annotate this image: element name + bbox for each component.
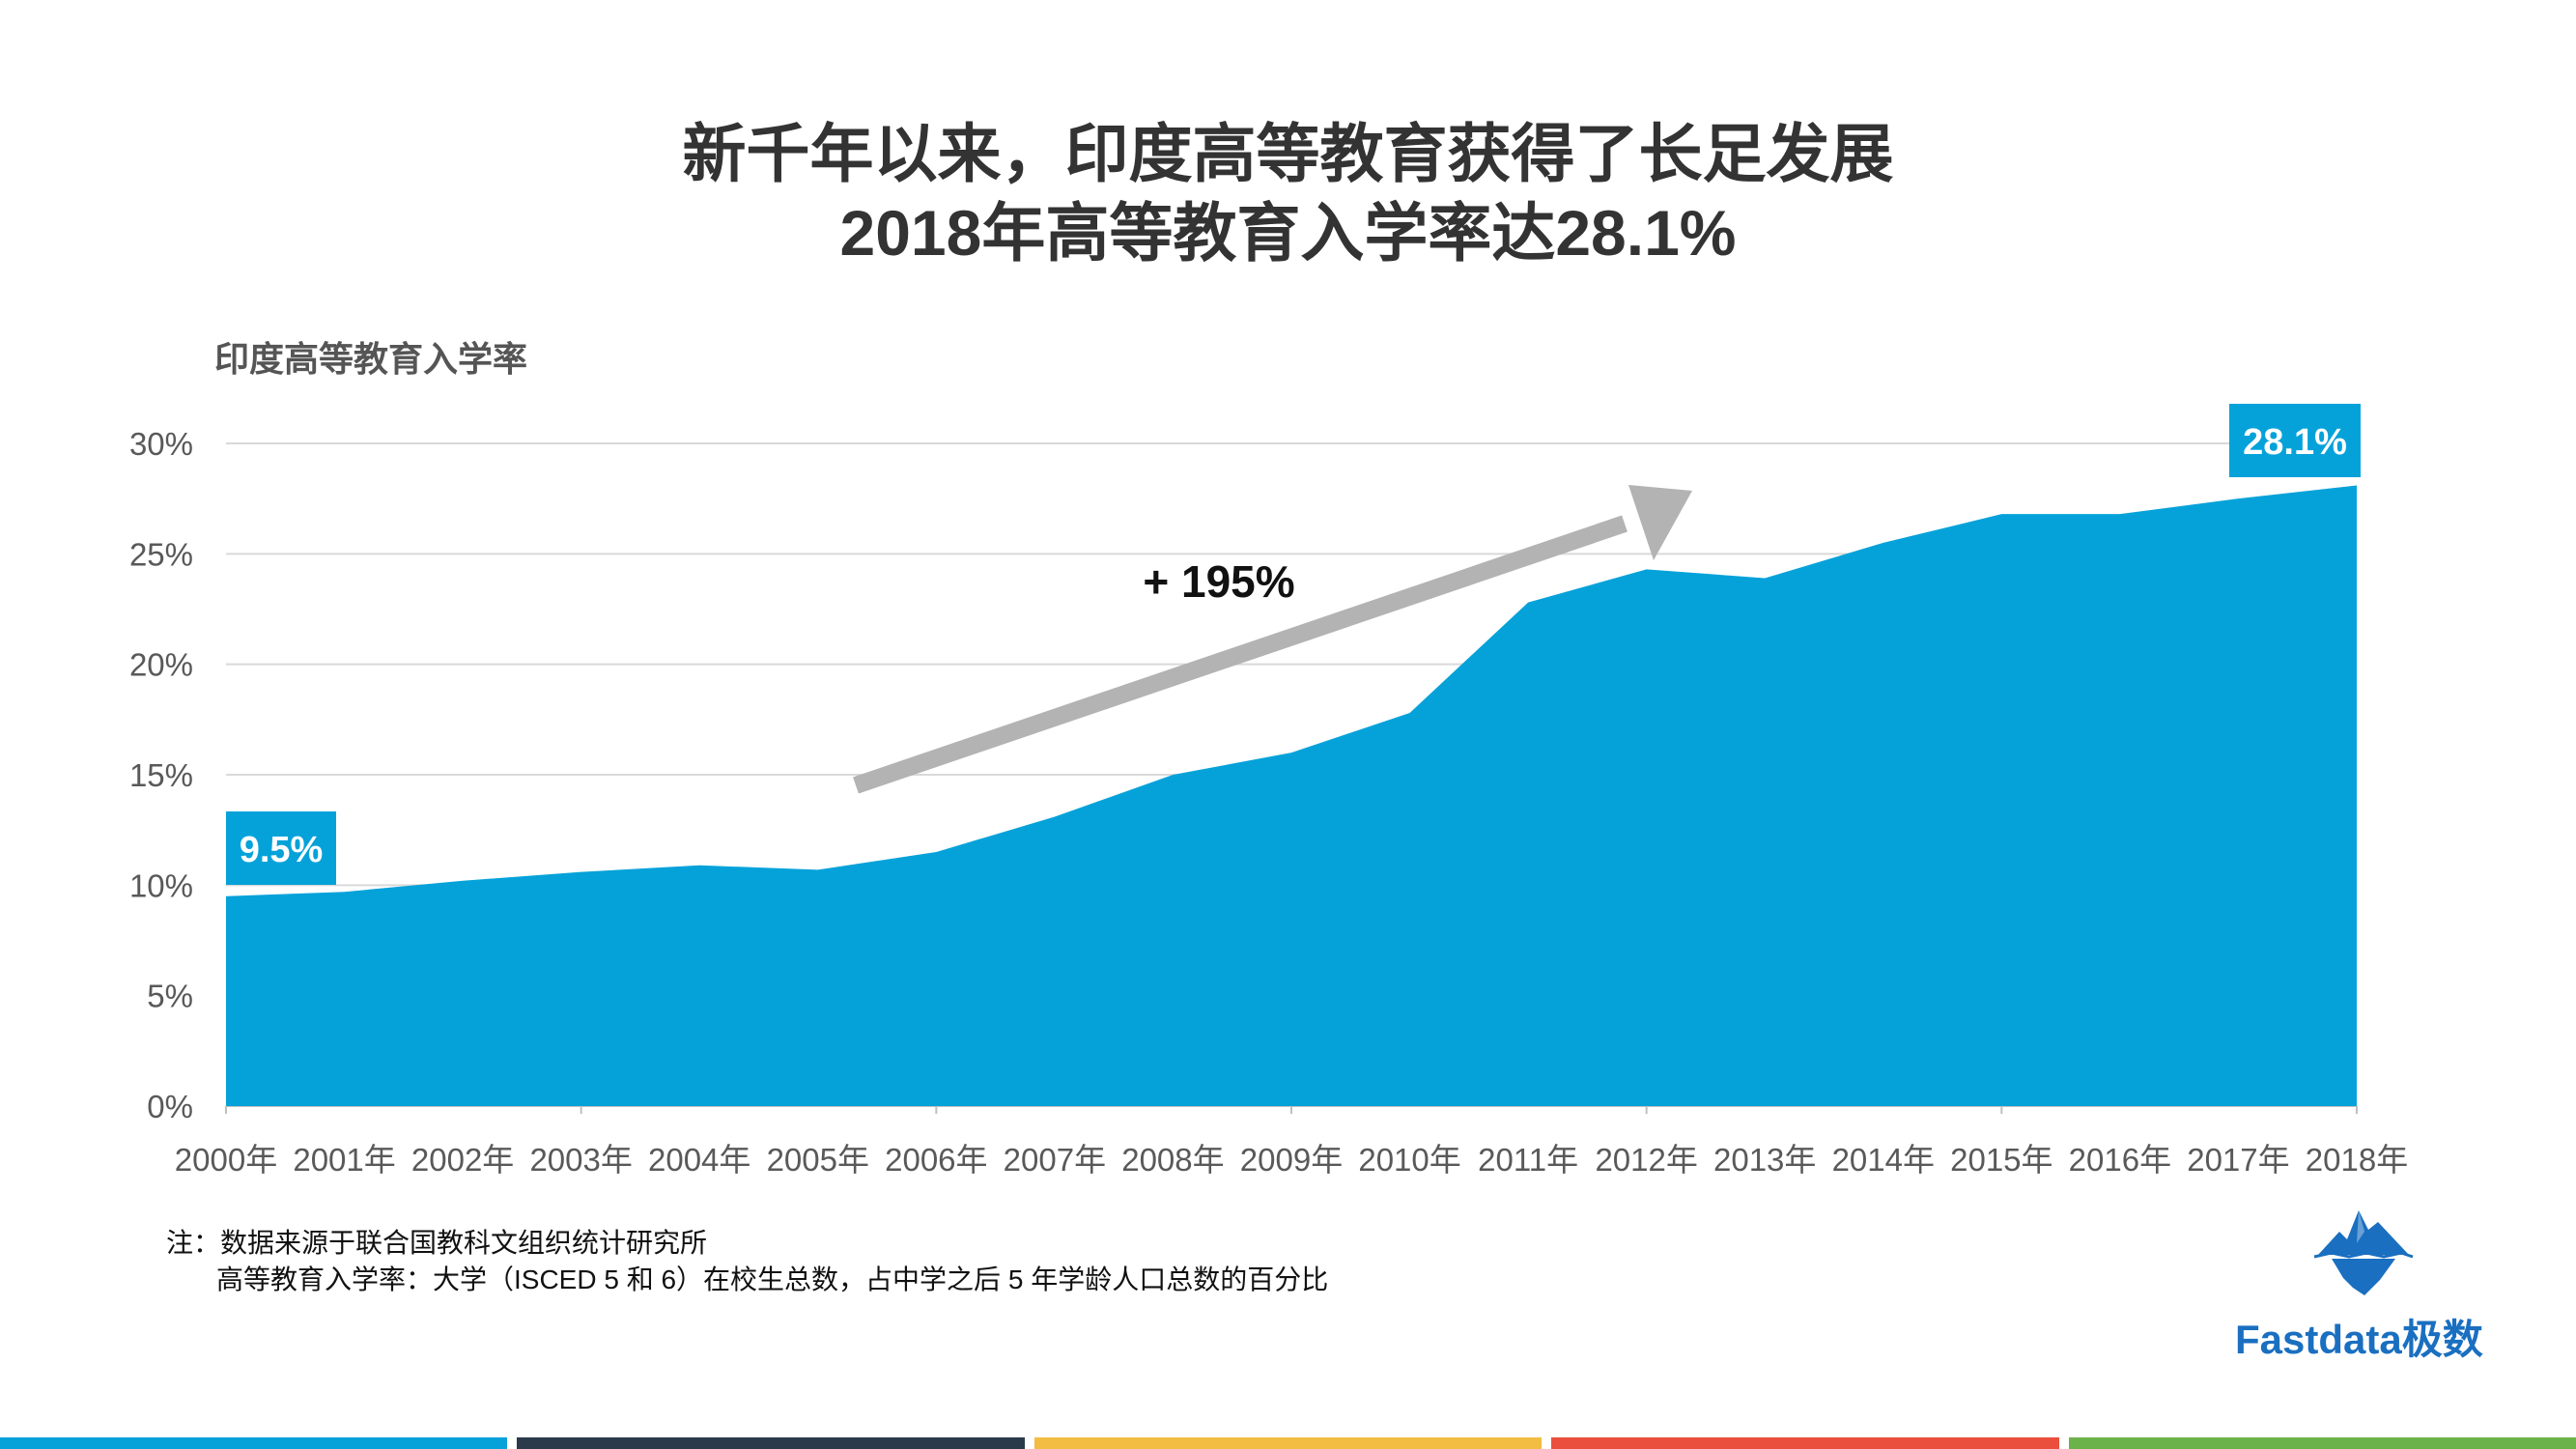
x-tick-label: 2012年 [1595,1142,1697,1178]
enrollment-area-chart: 印度高等教育入学率 0% 5% 10% 15% 20% 25% 30% 2000年 2001年… [129,339,2408,1178]
enrollment-area [226,485,2357,1106]
x-tick-label: 2005年 [767,1142,869,1178]
title-line-1: 新千年以来，印度高等教育获得了长足发展 [682,118,1894,189]
bottom-color-bar [1551,1437,2059,1449]
x-tick-label: 2016年 [2069,1142,2171,1178]
x-tick-label: 2001年 [293,1142,395,1178]
x-tick-label: 2008年 [1121,1142,1224,1178]
x-tick-label: 2009年 [1240,1142,1343,1178]
bottom-color-bars [0,1437,2576,1449]
end-label-text: 28.1% [2243,422,2347,463]
start-label-text: 9.5% [240,830,324,870]
start-label-box [226,811,336,885]
x-tick-label: 2006年 [885,1142,987,1178]
footnote-definition: 高等教育入学率：大学（ISCED 5 和 6）在校生总数，占中学之后 5 年学龄… [216,1264,1329,1294]
y-tick-label: 15% [129,757,193,793]
bottom-color-bar [0,1437,508,1449]
arrow-head [1628,485,1692,560]
x-tick-label: 2000年 [175,1142,277,1178]
growth-annotation: + 195% [1143,556,1294,607]
brand-name: Fastdata极数 [2235,1317,2483,1362]
iceberg-logo-icon [2313,1210,2414,1295]
footnote: 注：数据来源于联合国教科文组织统计研究所 高等教育入学率：大学（ISCED 5 … [166,1225,1328,1298]
bottom-color-bar [1033,1437,1543,1449]
y-tick-label: 30% [129,426,193,462]
y-tick-label: 20% [129,647,193,683]
arrow-shaft [853,515,1628,794]
y-tick-label: 0% [147,1089,193,1124]
x-tick-label: 2014年 [1832,1142,1935,1178]
page-title: 新千年以来，印度高等教育获得了长足发展 2018年高等教育入学率达28.1% [0,114,2576,272]
start-value-label: 9.5% [226,811,336,885]
x-tick-label: 2013年 [1713,1142,1816,1178]
end-value-label: 28.1% [2229,404,2361,477]
x-axis-ticks: 2000年 2001年 2002年 2003年 2004年 2005年 2006年 2007年… [175,1106,2408,1178]
growth-arrow [853,485,1692,794]
x-tick-label: 2003年 [529,1142,632,1178]
bottom-color-bar [517,1437,1025,1449]
brand-logo: Fastdata极数 [2222,1203,2511,1367]
x-tick-label: 2010年 [1358,1142,1460,1178]
bottom-color-bar [2068,1437,2576,1449]
chart-y-title: 印度高等教育入学率 [214,339,527,379]
x-tick-label: 2015年 [1950,1142,2052,1178]
title-line-2: 2018年高等教育入学率达28.1% [839,197,1737,269]
y-tick-label: 25% [129,536,193,572]
x-tick-label: 2011年 [1478,1142,1578,1178]
x-tick-label: 2007年 [1004,1142,1106,1178]
y-tick-label: 5% [147,979,193,1014]
x-tick-label: 2018年 [2306,1142,2408,1178]
x-tick-label: 2002年 [411,1142,514,1178]
y-tick-label: 10% [129,867,193,903]
x-tick-label: 2017年 [2187,1142,2289,1178]
x-tick-label: 2004年 [648,1142,750,1178]
y-axis-ticks: 0% 5% 10% 15% 20% 25% 30% [129,426,193,1124]
footnote-source: 注：数据来源于联合国教科文组织统计研究所 [166,1228,708,1258]
end-label-box [2229,404,2361,477]
